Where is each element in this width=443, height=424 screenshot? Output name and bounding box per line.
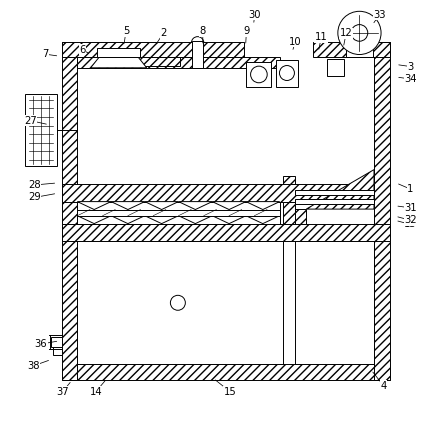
Bar <box>105 57 180 66</box>
Text: 33: 33 <box>373 10 386 20</box>
Polygon shape <box>179 202 212 209</box>
Bar <box>192 41 203 68</box>
Text: 27: 27 <box>24 116 37 126</box>
Bar <box>246 61 272 87</box>
Circle shape <box>171 295 185 310</box>
Bar <box>313 42 390 57</box>
Polygon shape <box>145 202 179 209</box>
Bar <box>62 42 78 380</box>
Text: 15: 15 <box>223 387 236 396</box>
Bar <box>78 202 280 223</box>
Text: 34: 34 <box>404 74 417 84</box>
Bar <box>78 241 283 365</box>
Text: 2: 2 <box>160 28 167 38</box>
Polygon shape <box>212 216 246 223</box>
Text: 5: 5 <box>123 26 129 36</box>
Text: 32: 32 <box>404 215 417 225</box>
Polygon shape <box>212 202 246 209</box>
Text: 11: 11 <box>315 33 328 42</box>
Bar <box>51 337 62 347</box>
Polygon shape <box>91 57 147 68</box>
Bar <box>97 48 140 57</box>
Text: 7: 7 <box>42 49 48 59</box>
Bar <box>295 199 374 204</box>
Text: 31: 31 <box>404 203 417 213</box>
Bar <box>276 59 299 86</box>
Bar <box>283 176 295 184</box>
Bar <box>78 57 280 68</box>
Bar <box>62 365 390 380</box>
Text: 28: 28 <box>28 180 41 190</box>
Bar <box>295 241 374 365</box>
Text: 9: 9 <box>243 26 249 36</box>
Bar <box>295 209 306 223</box>
Circle shape <box>251 66 267 83</box>
Bar <box>78 209 280 216</box>
Text: 38: 38 <box>27 361 40 371</box>
Text: 36: 36 <box>35 339 47 349</box>
Text: 37: 37 <box>56 387 69 396</box>
Text: 30: 30 <box>249 10 261 20</box>
Bar <box>327 59 344 76</box>
Text: 12: 12 <box>340 28 353 38</box>
Text: 14: 14 <box>89 387 102 396</box>
Bar <box>346 32 373 57</box>
Bar <box>62 184 374 202</box>
Text: 3: 3 <box>408 61 414 72</box>
Polygon shape <box>111 216 145 223</box>
Polygon shape <box>306 170 374 209</box>
Polygon shape <box>111 202 145 209</box>
Bar <box>62 223 390 241</box>
Polygon shape <box>179 216 212 223</box>
Text: 4: 4 <box>381 381 387 391</box>
Bar <box>295 190 374 195</box>
Circle shape <box>338 11 381 55</box>
Bar <box>25 94 57 166</box>
Circle shape <box>351 25 368 41</box>
Text: 8: 8 <box>200 26 206 36</box>
Text: 6: 6 <box>79 45 85 55</box>
Text: 13: 13 <box>404 220 417 229</box>
Polygon shape <box>246 202 280 209</box>
Bar <box>62 42 245 57</box>
Bar <box>374 42 390 380</box>
Polygon shape <box>78 216 111 223</box>
Polygon shape <box>145 216 179 223</box>
Polygon shape <box>78 202 111 209</box>
Text: 1: 1 <box>408 184 414 194</box>
Bar <box>53 347 62 355</box>
Circle shape <box>280 66 295 81</box>
Bar <box>283 202 295 223</box>
Text: 29: 29 <box>28 192 41 202</box>
Text: 10: 10 <box>289 36 302 47</box>
Polygon shape <box>246 216 280 223</box>
